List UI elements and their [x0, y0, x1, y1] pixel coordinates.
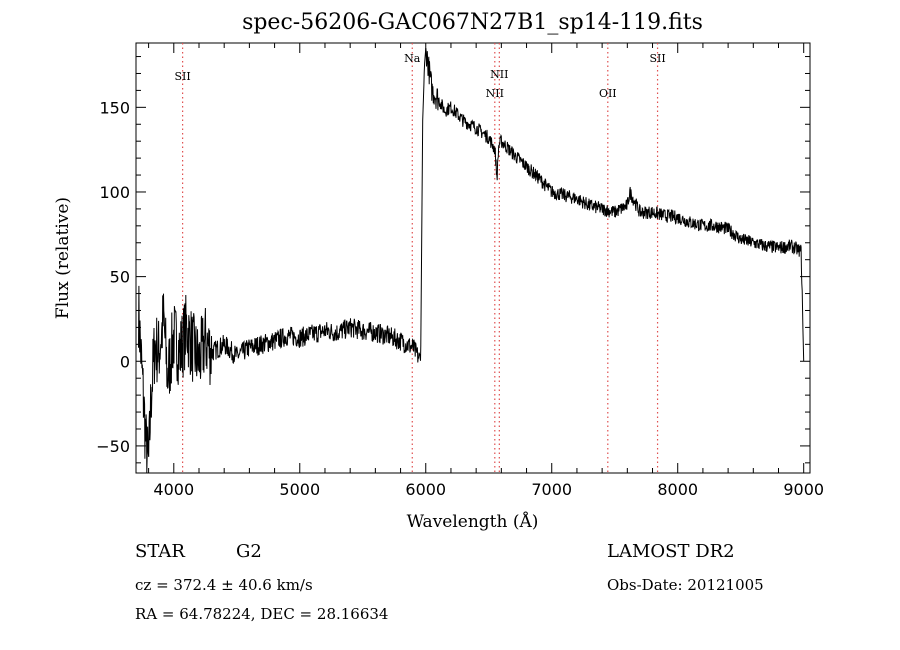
x-tick-label: 4000 — [153, 480, 194, 499]
y-tick-label: 150 — [99, 98, 130, 117]
y-tick-label: 50 — [110, 268, 130, 287]
redshift-text: cz = 372.4 ± 40.6 km/s — [135, 576, 313, 594]
line-marker-label: OII — [599, 87, 617, 100]
x-tick-label: 6000 — [405, 480, 446, 499]
y-tick-label: −50 — [96, 437, 130, 456]
line-marker-label: SII — [649, 52, 665, 65]
plot-frame — [135, 42, 811, 474]
line-marker-label: SII — [174, 70, 190, 83]
object-subclass: G2 — [236, 541, 262, 562]
line-marker-label: NII — [486, 87, 504, 100]
x-tick-label: 5000 — [279, 480, 320, 499]
spectrum-line — [138, 48, 805, 474]
y-axis-label: Flux (relative) — [53, 196, 73, 320]
survey-name: LAMOST DR2 — [607, 541, 735, 562]
obs-date-text: Obs-Date: 20121005 — [607, 576, 764, 594]
chart-title: spec-56206-GAC067N27B1_sp14-119.fits — [242, 10, 703, 35]
line-marker-label: Na — [404, 52, 421, 65]
y-tick-label: 100 — [99, 183, 130, 202]
line-marker-label: NII — [490, 68, 508, 81]
coordinates-text: RA = 64.78224, DEC = 28.16634 — [135, 605, 389, 623]
x-tick-label: 7000 — [531, 480, 572, 499]
x-axis-label: Wavelength (Å) — [406, 512, 539, 532]
x-tick-label: 8000 — [657, 480, 698, 499]
x-tick-label: 9000 — [783, 480, 824, 499]
object-class: STAR — [135, 541, 185, 562]
y-tick-label: 0 — [120, 352, 130, 371]
